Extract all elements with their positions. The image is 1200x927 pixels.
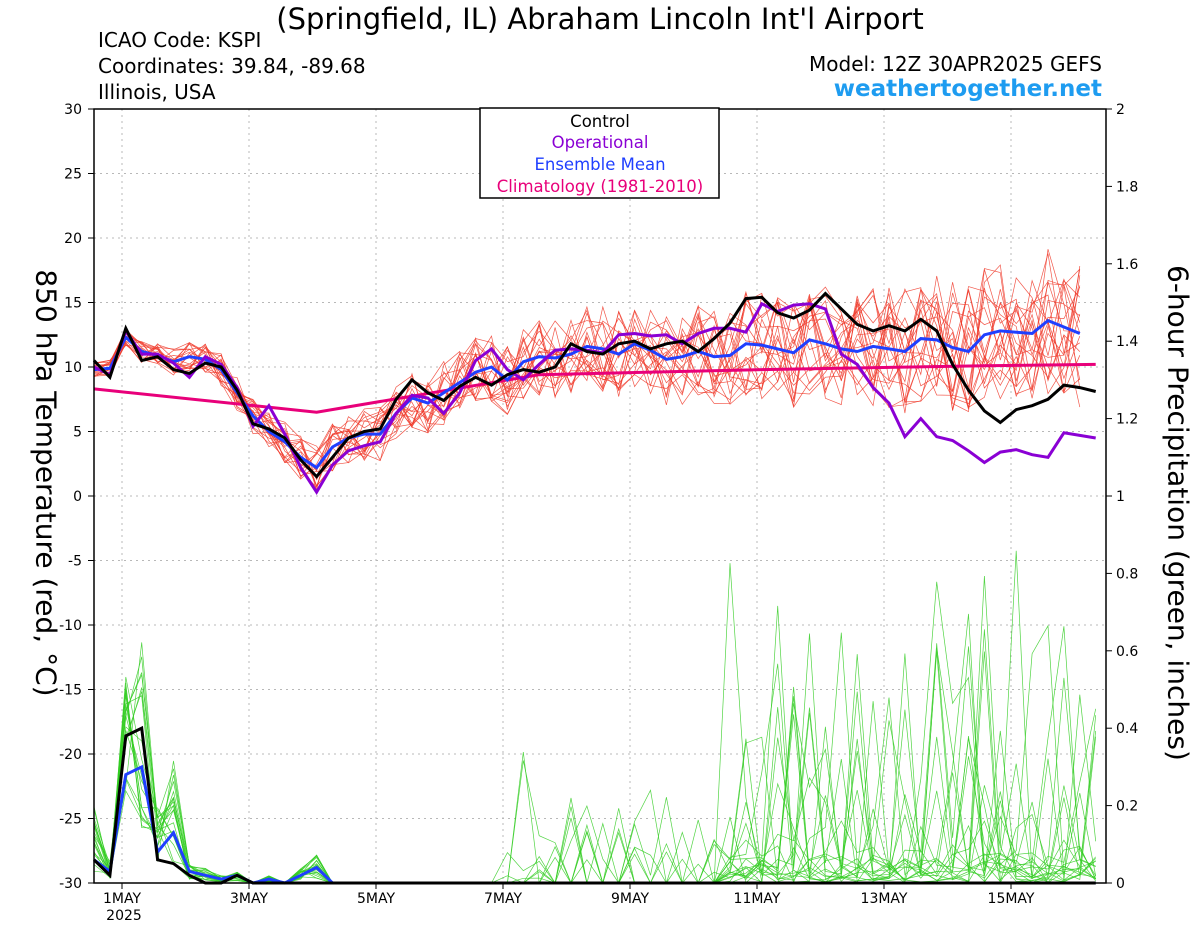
legend-entry-operational: Operational (552, 133, 649, 152)
right-tick-label: 1 (1116, 489, 1125, 505)
climatology-line (93, 362, 1096, 414)
left-tick-label: 5 (73, 425, 82, 441)
model-run: Model: 12Z 30APR2025 GEFS (809, 52, 1102, 76)
site-name: weathertogether.net (833, 76, 1102, 102)
temp-member-line (93, 269, 1081, 488)
left-tick-label: -20 (59, 747, 82, 763)
legend-box (479, 107, 720, 199)
right-tick-label: 0 (1116, 876, 1125, 892)
temp-member-line (93, 279, 1081, 477)
x-tick-label: 13MAY (861, 891, 908, 907)
precip-member-line (93, 633, 1097, 884)
precip-member-line (93, 563, 1097, 884)
right-tick-label: 1.2 (1116, 412, 1138, 428)
temp-member-line (93, 278, 1081, 472)
temp-member-line (93, 269, 1081, 471)
left-tick-label: -15 (59, 683, 82, 699)
temp-member-line (93, 266, 1081, 492)
x-tick-label: 15MAY (988, 891, 1035, 907)
legend: Control Operational Ensemble Mean Climat… (479, 107, 720, 199)
y-axis-label-precipitation: 6-hour Precipitation (green, inches) (1161, 265, 1195, 761)
x-tick-label: 3MAY (230, 891, 268, 907)
precip-member-line (93, 575, 1097, 884)
left-tick-label: -10 (59, 618, 82, 634)
temp-member-line (93, 292, 1081, 491)
left-tick-label: 10 (64, 360, 82, 376)
left-tick-label: 15 (64, 296, 82, 312)
left-tick-label: -25 (59, 812, 82, 828)
page-title: (Springfield, IL) Abraham Lincoln Int'l … (276, 2, 924, 36)
temp-member-line (93, 277, 1081, 480)
x-tick-label: 5MAY (357, 891, 395, 907)
temp-ensemble-members (93, 249, 1081, 492)
x-tick-label: 9MAY (611, 891, 649, 907)
x-tick-label: 1MAY (103, 891, 141, 907)
right-tick-label: 0.8 (1116, 566, 1138, 582)
temp-member-line (93, 299, 1081, 461)
legend-entry-climatology: Climatology (1981-2010) (497, 177, 703, 196)
right-tick-label: 1.6 (1116, 257, 1138, 273)
region: Illinois, USA (98, 80, 216, 104)
right-axis-ticks: 2 1.8 1.6 1.4 1.2 1 0.8 0.6 0.4 0.2 0 (1106, 102, 1138, 892)
precip-ensemble-members (93, 550, 1097, 884)
legend-entry-control: Control (570, 112, 630, 131)
y-axis-label-temperature: 850 hPa Temperature (red, °C) (29, 269, 63, 697)
precip-member-line (93, 651, 1097, 884)
right-tick-label: 2 (1116, 102, 1125, 118)
control-line (92, 291, 1097, 479)
x-axis-ticks: 1MAY 3MAY 5MAY 7MAY 9MAY 11MAY 13MAY 15MAY 2025 (103, 883, 1035, 924)
x-tick-label: 7MAY (484, 891, 522, 907)
right-tick-label: 1.8 (1116, 179, 1138, 195)
right-tick-label: 1.4 (1116, 334, 1138, 350)
temp-member-line (93, 275, 1080, 481)
right-tick-label: 0.6 (1116, 644, 1138, 660)
right-tick-label: 0.2 (1116, 799, 1138, 815)
coordinates: Coordinates: 39.84, -89.68 (98, 54, 366, 78)
right-tick-label: 0.4 (1116, 721, 1138, 737)
left-axis-ticks: 30 25 20 15 10 5 0 -5 -10 -15 -20 -25 -30 (59, 102, 94, 892)
x-tick-label: 11MAY (734, 891, 781, 907)
legend-entry-ensemble-mean: Ensemble Mean (534, 155, 665, 174)
left-tick-label: -5 (68, 554, 82, 570)
temp-member-line (93, 268, 1081, 472)
left-tick-label: -30 (59, 876, 82, 892)
left-tick-label: 30 (64, 102, 82, 118)
precip-member-line (93, 654, 1096, 884)
left-tick-label: 20 (64, 231, 82, 247)
icao-code: ICAO Code: KSPI (98, 28, 262, 52)
left-tick-label: 0 (73, 489, 82, 505)
precip-member-line (93, 656, 1096, 884)
precip-member-line (93, 626, 1096, 884)
left-tick-label: 25 (64, 167, 82, 183)
precip-member-line (93, 629, 1097, 884)
x-tick-year: 2025 (106, 908, 142, 924)
